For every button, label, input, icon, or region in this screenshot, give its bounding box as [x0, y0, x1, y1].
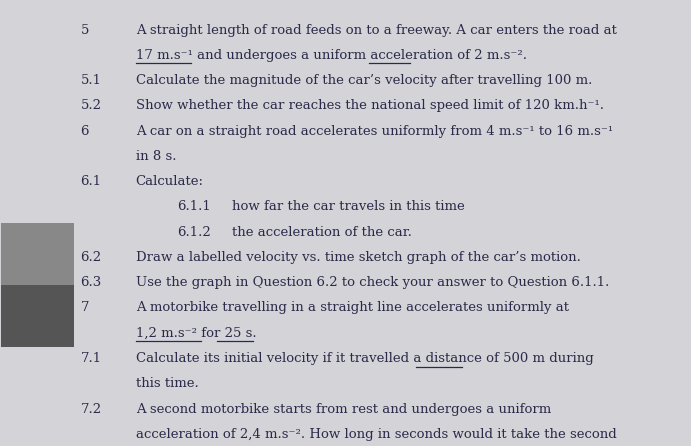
Text: 6.1.2: 6.1.2 — [177, 226, 211, 239]
Text: 1,2 m.s⁻² for 25 s.: 1,2 m.s⁻² for 25 s. — [135, 327, 256, 340]
Text: Use the graph in Question 6.2 to check your answer to Question 6.1.1.: Use the graph in Question 6.2 to check y… — [135, 276, 609, 289]
Text: this time.: this time. — [135, 377, 198, 390]
Text: in 8 s.: in 8 s. — [135, 150, 176, 163]
Text: acceleration of 2,4 m.s⁻². How long in seconds would it take the second: acceleration of 2,4 m.s⁻². How long in s… — [135, 428, 616, 441]
Text: A motorbike travelling in a straight line accelerates uniformly at: A motorbike travelling in a straight lin… — [135, 301, 569, 314]
Text: A car on a straight road accelerates uniformly from 4 m.s⁻¹ to 16 m.s⁻¹: A car on a straight road accelerates uni… — [135, 124, 613, 138]
Text: 5.1: 5.1 — [81, 74, 102, 87]
Bar — [1, 223, 74, 347]
Text: 17 m.s⁻¹ and undergoes a uniform acceleration of 2 m.s⁻².: 17 m.s⁻¹ and undergoes a uniform acceler… — [135, 49, 527, 62]
Text: Calculate its initial velocity if it travelled a distance of 500 m during: Calculate its initial velocity if it tra… — [135, 352, 594, 365]
Text: 7.2: 7.2 — [81, 402, 102, 416]
Text: A straight length of road feeds on to a freeway. A car enters the road at: A straight length of road feeds on to a … — [135, 24, 616, 37]
Text: Calculate:: Calculate: — [135, 175, 204, 188]
Text: 5: 5 — [81, 24, 89, 37]
Text: 6.1: 6.1 — [81, 175, 102, 188]
Bar — [1, 285, 74, 347]
Text: A second motorbike starts from rest and undergoes a uniform: A second motorbike starts from rest and … — [135, 402, 551, 416]
Text: 5.2: 5.2 — [81, 99, 102, 112]
Text: Calculate the magnitude of the car’s velocity after travelling 100 m.: Calculate the magnitude of the car’s vel… — [135, 74, 592, 87]
Text: 6.1.1: 6.1.1 — [177, 200, 211, 213]
Text: 7.1: 7.1 — [81, 352, 102, 365]
Text: 6.3: 6.3 — [81, 276, 102, 289]
Text: how far the car travels in this time: how far the car travels in this time — [232, 200, 464, 213]
Text: Draw a labelled velocity vs. time sketch graph of the car’s motion.: Draw a labelled velocity vs. time sketch… — [135, 251, 580, 264]
Text: 6.2: 6.2 — [81, 251, 102, 264]
Text: Show whether the car reaches the national speed limit of 120 km.h⁻¹.: Show whether the car reaches the nationa… — [135, 99, 604, 112]
Text: 7: 7 — [81, 301, 89, 314]
Text: the acceleration of the car.: the acceleration of the car. — [232, 226, 412, 239]
Text: 6: 6 — [81, 124, 89, 138]
